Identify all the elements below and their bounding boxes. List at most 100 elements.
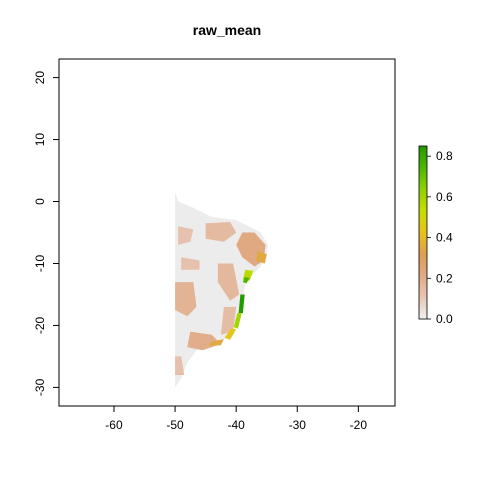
- legend-color-step: [419, 310, 427, 314]
- legend-color-step: [419, 166, 427, 170]
- raster-patch: [217, 263, 240, 301]
- legend-tick-label: 0.2: [436, 271, 453, 285]
- coast-raster-patch: [238, 294, 245, 314]
- legend-color-step: [419, 183, 427, 187]
- plot-region: [58, 58, 396, 407]
- legend-color-step: [419, 163, 427, 167]
- x-tick-label: -30: [289, 418, 307, 432]
- y-tick-label: 10: [33, 133, 47, 147]
- legend-color-step: [419, 209, 427, 213]
- coast-raster-patch: [256, 251, 267, 264]
- legend-color-step: [419, 146, 427, 150]
- legend-color-step: [419, 313, 427, 317]
- legend-color-step: [419, 232, 427, 236]
- legend-color-step: [419, 255, 427, 260]
- y-tick-label: -30: [33, 378, 47, 396]
- legend-ticks: 0.8 0.6 0.4 0.2 0.0: [427, 149, 453, 326]
- legend-color-step: [419, 235, 427, 239]
- legend-color-step: [419, 226, 427, 231]
- legend-color-step: [419, 284, 427, 288]
- legend-color-step: [419, 212, 427, 216]
- x-tick-label: -50: [166, 418, 184, 432]
- legend-color-step: [419, 186, 427, 190]
- legend-color-step: [419, 275, 427, 280]
- y-axis: 20 10 0 -10 -20 -30: [33, 71, 59, 396]
- legend-color-step: [419, 203, 427, 208]
- legend-color-step: [419, 220, 427, 225]
- x-tick-label: -60: [105, 418, 123, 432]
- legend-color-step: [419, 157, 427, 162]
- y-tick-label: 0: [33, 198, 47, 205]
- color-legend: 0.8 0.6 0.4 0.2 0.0: [418, 145, 453, 326]
- legend-color-step: [419, 197, 427, 202]
- legend-color-step: [419, 244, 427, 248]
- legend-color-step: [419, 258, 427, 262]
- legend-color-step: [419, 290, 427, 294]
- legend-color-step: [419, 316, 427, 320]
- legend-tick-label: 0.0: [436, 312, 453, 326]
- raster-patch: [181, 257, 200, 270]
- legend-color-step: [419, 293, 427, 297]
- legend-tick-label: 0.8: [436, 149, 453, 163]
- legend-color-bar: [419, 146, 427, 320]
- legend-color-step: [419, 238, 427, 242]
- x-tick-label: -20: [350, 418, 368, 432]
- raster-patch: [205, 222, 237, 242]
- legend-tick-label: 0.4: [436, 231, 453, 245]
- legend-color-step: [419, 192, 427, 196]
- legend-color-step: [419, 154, 427, 159]
- coast-raster-patch: [224, 328, 237, 340]
- legend-color-step: [419, 177, 427, 182]
- x-axis: -60 -50 -40 -30 -20: [105, 406, 367, 432]
- legend-color-step: [419, 295, 427, 300]
- legend-color-step: [419, 278, 427, 283]
- legend-color-step: [419, 169, 427, 173]
- legend-color-step: [419, 304, 427, 309]
- legend-color-step: [419, 241, 427, 245]
- legend-color-step: [419, 206, 427, 211]
- x-tick-label: -40: [227, 418, 245, 432]
- legend-color-step: [419, 252, 427, 257]
- plot-frame: [58, 58, 396, 407]
- legend-color-step: [419, 160, 427, 164]
- raster-patch: [220, 306, 237, 335]
- legend-color-step: [419, 174, 427, 179]
- coast-raster-patch: [233, 313, 242, 329]
- legend-color-step: [419, 249, 427, 254]
- legend-color-step: [419, 195, 427, 199]
- raster-patch: [175, 356, 185, 375]
- legend-tick-label: 0.6: [436, 190, 453, 204]
- legend-color-step: [419, 272, 427, 277]
- legend-color-step: [419, 218, 427, 222]
- legend-color-step: [419, 301, 427, 306]
- legend-color-step: [419, 298, 427, 303]
- y-tick-label: -10: [33, 254, 47, 272]
- coast-raster-patch: [242, 277, 250, 284]
- y-tick-label: 20: [33, 71, 47, 85]
- legend-frame: [418, 145, 428, 320]
- legend-color-step: [419, 264, 427, 268]
- raster-patch: [175, 282, 197, 317]
- legend-color-step: [419, 171, 427, 176]
- legend-color-step: [419, 223, 427, 228]
- legend-color-step: [419, 229, 427, 234]
- legend-color-step: [419, 148, 427, 153]
- legend-color-step: [419, 261, 427, 265]
- map-title: raw_mean: [193, 22, 261, 38]
- legend-color-step: [419, 269, 427, 274]
- y-tick-label: -20: [33, 316, 47, 334]
- legend-color-step: [419, 307, 427, 311]
- legend-color-step: [419, 287, 427, 291]
- coast-raster-patch: [208, 339, 224, 346]
- legend-color-step: [419, 215, 427, 219]
- legend-color-step: [419, 267, 427, 271]
- legend-color-step: [419, 281, 427, 285]
- raster-layer: [175, 192, 268, 388]
- legend-color-step: [419, 151, 427, 156]
- legend-color-step: [419, 180, 427, 185]
- legend-color-step: [419, 200, 427, 205]
- raster-patch: [178, 226, 194, 245]
- legend-color-step: [419, 189, 427, 193]
- legend-color-step: [419, 246, 427, 251]
